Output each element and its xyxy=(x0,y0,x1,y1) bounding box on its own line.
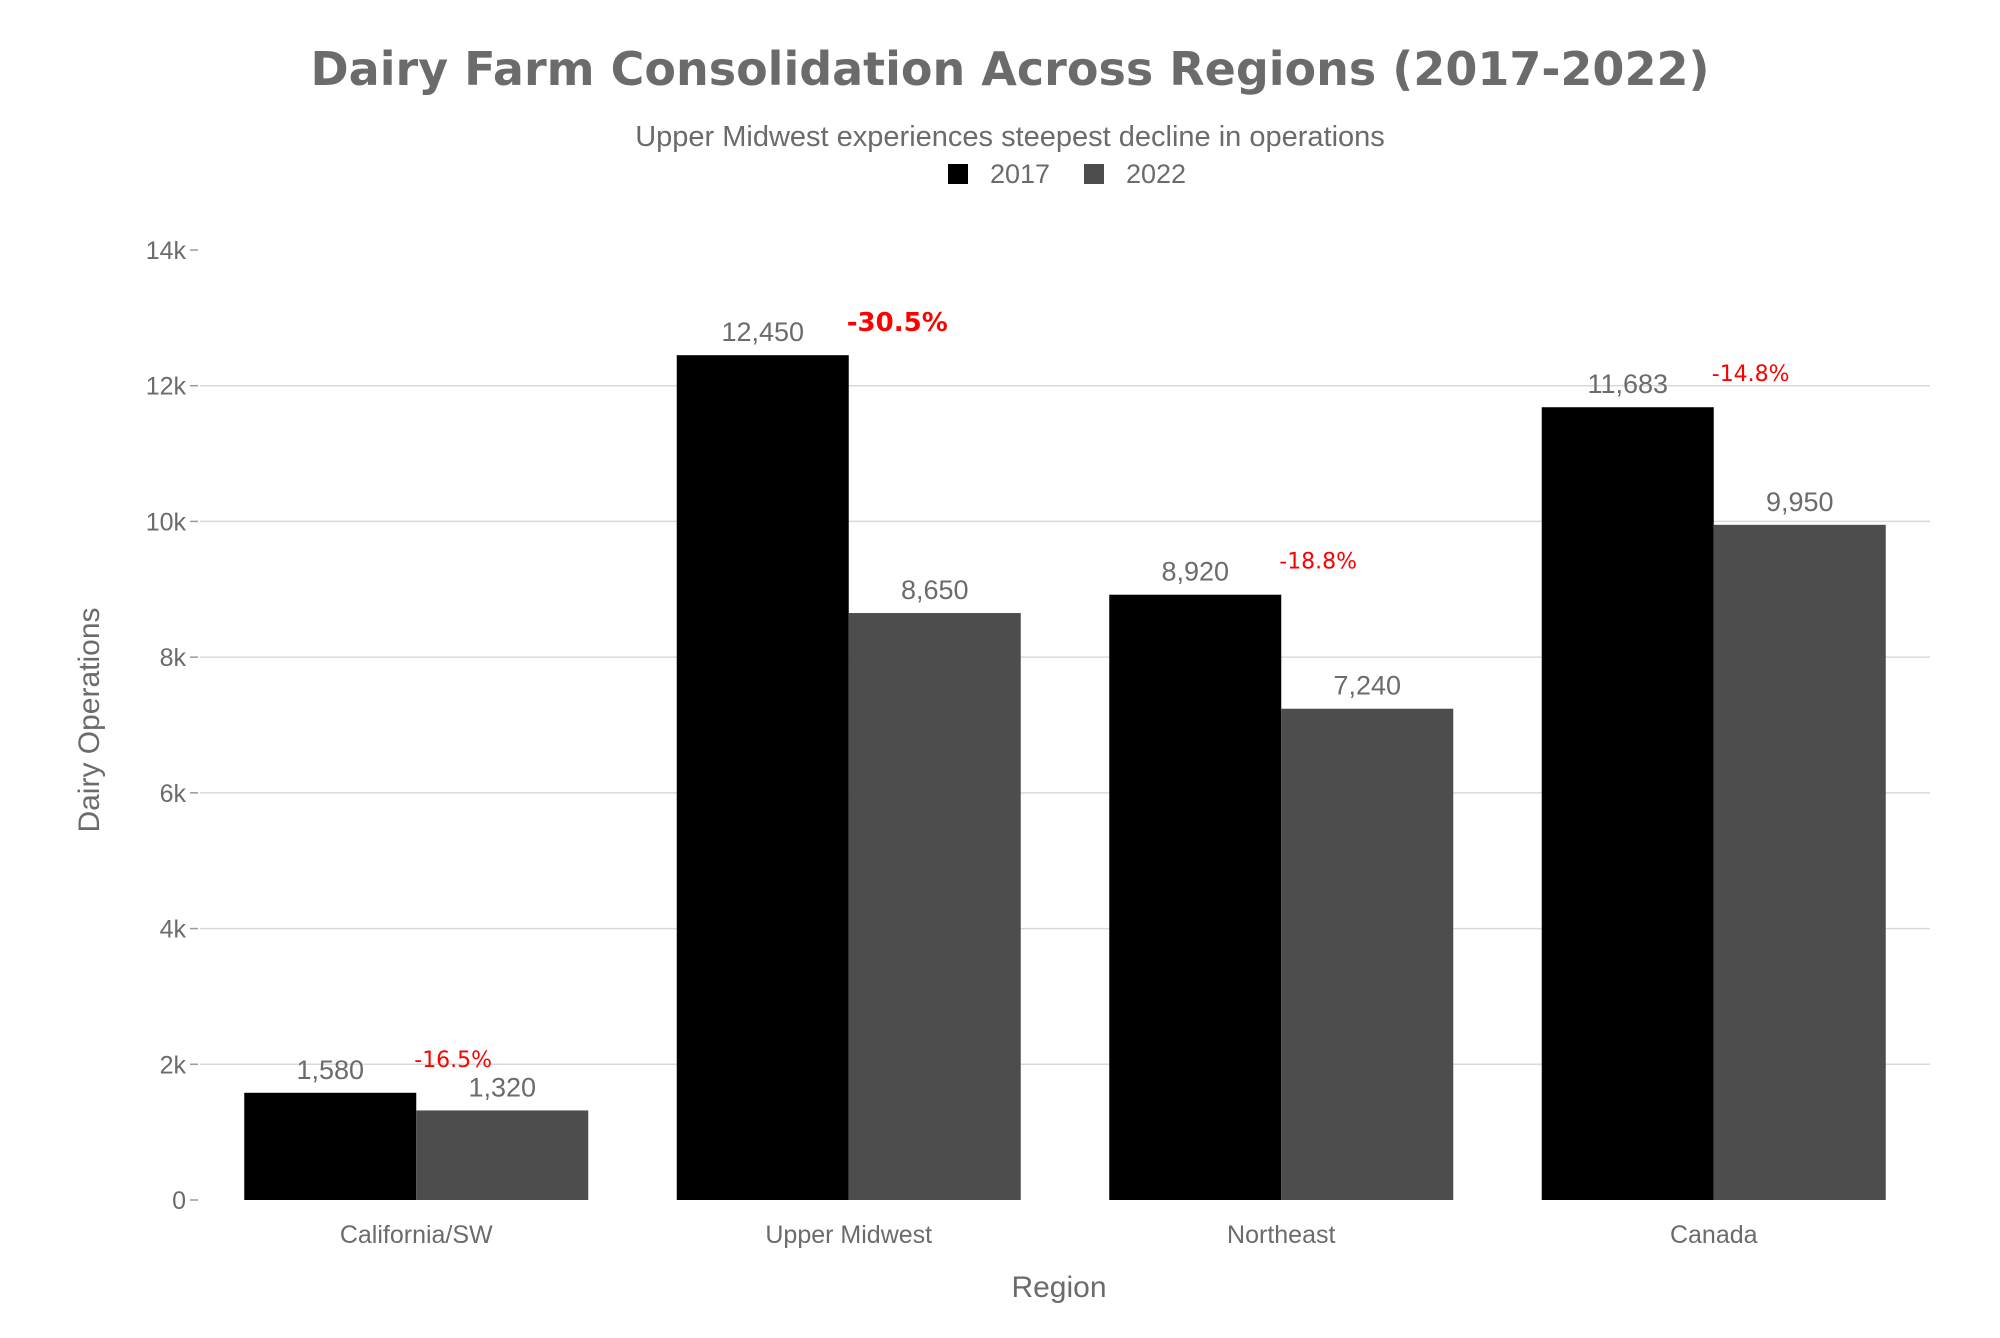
y-axis-title: Dairy Operations xyxy=(73,607,106,832)
y-axis: 0 2k 4k 6k 8k 10k 12k 14k xyxy=(146,237,198,1215)
bar-value-label: 12,450 xyxy=(721,317,804,347)
x-tick-label: Upper Midwest xyxy=(765,1221,932,1249)
x-tick-label: Northeast xyxy=(1227,1221,1335,1249)
legend-swatch-2022 xyxy=(1084,164,1104,184)
x-axis: California/SW Upper Midwest Northeast Canad… xyxy=(340,1221,1758,1249)
bar-2022-canada xyxy=(1713,524,1886,1200)
bar-2022-northeast xyxy=(1281,708,1454,1200)
bar-value-label: 7,240 xyxy=(1333,671,1401,701)
legend-swatch-2017 xyxy=(948,164,968,184)
legend: 2017 2022 xyxy=(948,159,1186,189)
bar-2017-upper-midwest xyxy=(676,355,849,1200)
change-percent-label: -18.8% xyxy=(1279,550,1357,575)
legend-label-2017: 2017 xyxy=(990,159,1050,189)
bar-value-label: 1,580 xyxy=(296,1055,364,1085)
bar-2022-california-sw xyxy=(416,1110,589,1200)
bars: 1,580 -16.5%1,320 12,450 -30.5% 8,650 8,920 -1… xyxy=(244,308,1886,1201)
bar-2017-canada xyxy=(1541,407,1714,1201)
legend-label-2022: 2022 xyxy=(1126,159,1186,189)
bar-2017-northeast xyxy=(1109,594,1282,1200)
x-tick-label: Canada xyxy=(1670,1221,1758,1249)
change-percent-label: -14.8% xyxy=(1712,362,1790,387)
bar-value-label: 8,920 xyxy=(1161,557,1229,587)
bar-value-label: 11,683 xyxy=(1587,369,1668,399)
chart-title: Dairy Farm Consolidation Across Regions … xyxy=(311,42,1710,96)
x-axis-title: Region xyxy=(1011,1271,1106,1304)
y-tick-label: 6k xyxy=(160,780,187,808)
y-tick-label: 10k xyxy=(146,508,187,536)
chart-subtitle: Upper Midwest experiences steepest decli… xyxy=(635,121,1385,153)
x-tick-label: California/SW xyxy=(340,1221,493,1249)
y-tick-label: 14k xyxy=(146,237,187,265)
y-tick-label: 0 xyxy=(172,1187,186,1215)
bar-2022-upper-midwest xyxy=(848,613,1021,1200)
y-tick-label: 12k xyxy=(146,373,187,401)
change-percent-label: -30.5% xyxy=(847,308,948,338)
y-tick-label: 8k xyxy=(160,644,187,672)
bar-2017-california-sw xyxy=(244,1092,417,1200)
y-tick-label: 4k xyxy=(160,916,187,944)
change-percent-label: -16.5% xyxy=(414,1048,492,1073)
bar-value-label: 8,650 xyxy=(901,575,969,605)
y-tick-label: 2k xyxy=(160,1051,187,1079)
bar-value-label: 9,950 xyxy=(1766,487,1834,517)
bar-value-label: 1,320 xyxy=(468,1072,536,1102)
